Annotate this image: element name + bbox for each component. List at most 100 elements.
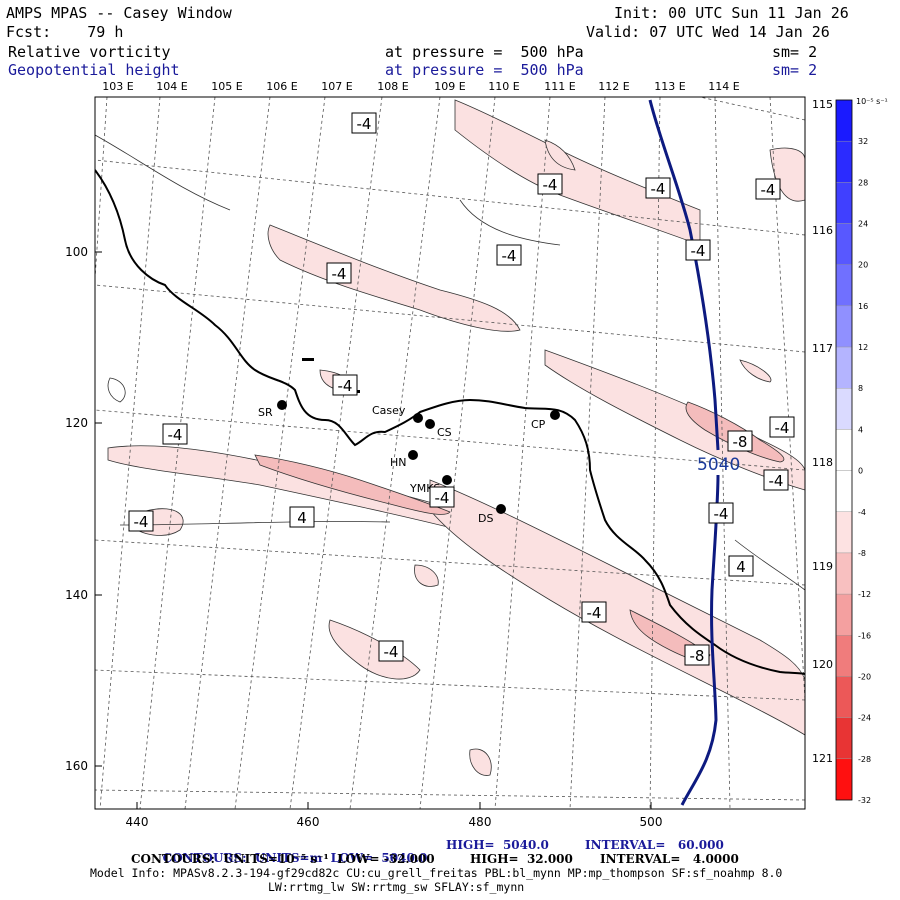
colorbar-label: 28 [858,178,868,187]
colorbar-label: -20 [858,672,871,681]
field1-name: Relative vorticity [8,43,171,61]
vorticity-shading [107,99,805,776]
colorbar-frame [835,99,853,801]
colorbar-label: 12 [858,343,868,352]
y-tick-label: 140 [65,588,88,602]
colorbar-label: 32 [858,137,868,146]
contour-label-text: 4 [297,509,307,527]
vort-region [544,139,576,171]
vort-contours-high: HIGH= 32.000 [470,852,573,866]
lon-label-top: 114 E [708,80,739,93]
plot-title: AMPS MPAS -- Casey Window [6,4,232,22]
colorbar-segment [835,635,853,677]
contour-label: -4 [685,239,711,261]
colorbar-segment [835,593,853,636]
station-label: Casey [372,404,406,417]
colorbar-segment [835,552,853,595]
field1-smoothing: sm= 2 [772,43,818,61]
x-tick-label: 500 [640,815,663,829]
colorbar-segment [835,470,853,512]
contour-label: -4 [128,510,154,532]
coastline [95,169,805,675]
contour-label-text: -4 [775,419,790,437]
height-contours-info: CONTOURS: UNITS=m LOW= 5040.0 [162,851,428,865]
lon-label-top: 112 E [598,80,629,93]
lon-label-top: 108 E [377,80,408,93]
y-tick-label: 160 [65,759,88,773]
colorbar-segment [835,182,853,224]
station-label: HN [390,456,407,469]
colorbar-segment [835,429,853,471]
contour-label-text: 4 [736,558,746,576]
colorbar-label: 4 [858,425,863,434]
contour-label-text: -4 [435,489,450,507]
height-label: 5040 [697,455,740,475]
contour-label: -4 [429,486,455,508]
contour-label: -8 [727,430,753,452]
colorbar-segment [835,388,853,430]
field2-pressure: at pressure = 500 hPa [385,61,584,79]
lon-label-top: 105 E [211,80,242,93]
contour-label-text: -4 [769,472,784,490]
contour-label-text: -4 [651,180,666,198]
contour-label: -4 [537,173,563,195]
station-label: DS [478,512,493,525]
island [302,358,314,361]
contour-label: 4 [728,555,754,577]
contour-line [95,134,231,211]
station-label: CP [531,418,546,431]
forecast-hour: Fcst: 79 h [6,23,124,41]
colorbar-label: -28 [858,755,871,764]
x-tick-label: 460 [297,815,320,829]
field2-name: Geopotential height [8,61,180,79]
colorbar-segment [835,99,853,142]
contour-label-text: -4 [714,505,729,523]
contour-label: -4 [496,244,522,266]
contour-line [107,377,126,403]
contour-label-text: -4 [761,181,776,199]
x-tick-label: 480 [469,815,492,829]
station-marker [277,400,287,410]
contour-label: -4 [162,423,188,445]
contour-label: -4 [755,178,781,200]
colorbar-label: -4 [858,508,866,517]
colorbar-label: 16 [858,302,868,311]
lon-label-top: 107 E [321,80,352,93]
contour-label: -4 [378,640,404,662]
contour-label-text: -4 [357,115,372,133]
contour-label: -8 [684,644,710,666]
colorbar-segment [835,511,853,554]
colorbar-segment [835,758,853,801]
colorbar-label: -12 [858,590,871,599]
contour-label-text: -4 [543,176,558,194]
colorbar-label: -8 [858,549,866,558]
contour-label: -4 [581,601,607,623]
station-marker [413,413,423,423]
vort-contours-interval: INTERVAL= 4.0000 [600,852,739,866]
y-tick-label: 120 [65,416,88,430]
station-marker [442,475,452,485]
init-time: Init: 00 UTC Sun 11 Jan 26 [614,4,849,22]
field2-smoothing: sm= 2 [772,61,818,79]
contour-label-text: -8 [690,647,705,665]
lon-label-top: 111 E [544,80,575,93]
station-marker [496,504,506,514]
lon-label-top: 104 E [156,80,187,93]
vort-region [739,359,772,383]
y-tick-label: 100 [65,245,88,259]
contour-label: -4 [763,469,789,491]
contour-label: -4 [326,262,352,284]
vort-region [469,748,492,776]
contour-line [459,199,561,246]
colorbar-segment [835,676,853,718]
colorbar-label: -32 [858,796,871,805]
contour-label: -4 [332,374,358,396]
colorbar-segment [835,223,853,265]
model-info: Model Info: MPASv8.2.3-194-gf29cd82c CU:… [90,866,783,880]
contour-label: -4 [708,502,734,524]
vort-strong-region [254,454,451,515]
contour-label: 4 [289,506,315,528]
colorbar-label: 20 [858,261,868,270]
lon-label-top: 109 E [434,80,465,93]
model-info-2: LW:rrtmg_lw SW:rrtmg_sw SFLAY:sf_mynn [268,880,525,894]
